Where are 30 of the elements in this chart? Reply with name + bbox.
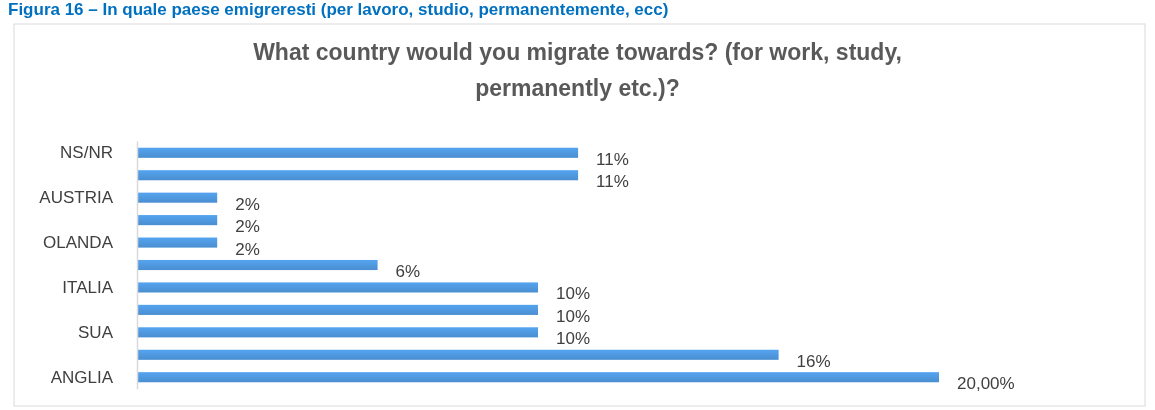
- data-label: 6%: [395, 262, 421, 281]
- data-label: 20,00%: [957, 374, 1015, 394]
- data-label: 10%: [556, 284, 591, 304]
- y-tick-label: NS/NR: [60, 143, 113, 163]
- data-label: 10%: [556, 306, 591, 326]
- data-label: 16%: [796, 351, 831, 371]
- y-tick-label: ITALIA: [62, 277, 114, 297]
- bar: [137, 170, 579, 181]
- data-label: 2%: [235, 194, 260, 214]
- y-tick-label: OLANDA: [43, 233, 114, 252]
- data-label: 2%: [235, 239, 260, 259]
- y-tick-label: SUA: [78, 322, 114, 342]
- bar: [137, 259, 378, 271]
- bar: [137, 282, 538, 293]
- data-label: 11%: [596, 172, 629, 192]
- bar: [137, 215, 218, 226]
- y-tick-label: AUSTRIA: [39, 188, 114, 208]
- data-label: 10%: [556, 329, 591, 349]
- data-label: 2%: [235, 217, 260, 237]
- bar: [137, 327, 538, 338]
- bar: [137, 349, 779, 360]
- chart-title: What country would you migrate towards? (for work, study, permanently etc.)?: [253, 39, 902, 101]
- y-tick-label: ANGLIA: [50, 367, 114, 387]
- bar: [137, 237, 218, 248]
- bar: [137, 372, 939, 383]
- bar: [137, 304, 538, 315]
- bar: [137, 147, 579, 158]
- text: Figura 16 – In quale paese emigreresti (per lavoro, studio, permanentemente, ecc): [8, 0, 669, 19]
- data-label: 11%: [596, 149, 629, 169]
- bar: [137, 192, 218, 203]
